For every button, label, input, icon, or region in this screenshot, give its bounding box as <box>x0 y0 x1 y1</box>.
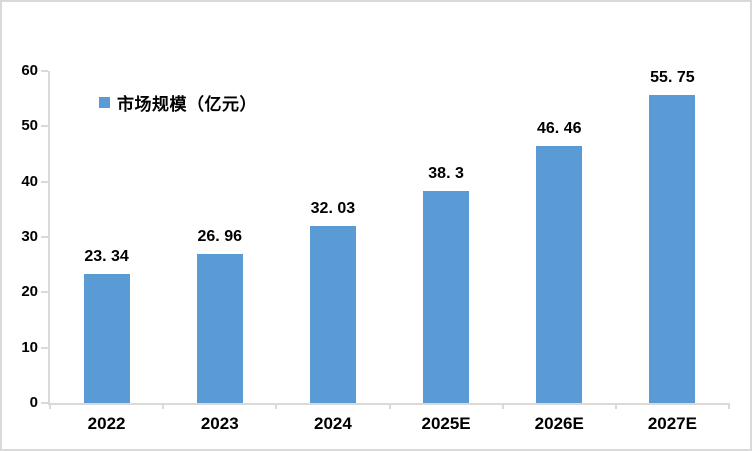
y-axis-tick-label: 50 <box>21 117 38 135</box>
bar <box>423 191 470 403</box>
bar <box>196 253 243 403</box>
y-axis-tick-mark <box>41 346 48 349</box>
y-axis-tick-mark <box>41 236 48 238</box>
legend-label: 市场规模（亿元） <box>117 95 257 114</box>
y-axis-tick-mark <box>41 125 48 128</box>
bar-value-label: 23. 34 <box>84 247 129 265</box>
y-axis-tick-mark <box>41 70 48 72</box>
bar-value-label: 46. 46 <box>537 119 582 137</box>
x-axis-tick-mark <box>275 403 278 409</box>
y-axis-tick-label: 60 <box>21 62 38 79</box>
x-axis-tick-mark <box>388 403 391 409</box>
x-axis-category-label: 2024 <box>313 414 352 433</box>
bar-value-label: 38. 3 <box>428 165 464 183</box>
x-axis-category-label: 2027E <box>647 414 697 433</box>
bar-value-label: 55. 75 <box>650 68 695 86</box>
x-axis-tick-mark <box>162 403 165 409</box>
x-axis-tick-mark <box>501 403 504 409</box>
plot-area: 0 10 20 30 40 50 60 23. 34 2022 26. 96 2023 32. 03 2… <box>21 62 730 433</box>
y-axis-tick-mark <box>41 291 48 294</box>
y-axis-tick-mark <box>41 180 48 183</box>
x-axis-tick-mark <box>49 403 51 409</box>
x-axis-category-label: 2022 <box>87 414 126 433</box>
y-axis-tick-label: 40 <box>21 172 38 190</box>
y-axis-tick-label: 0 <box>29 394 38 411</box>
y-axis-tick-mark <box>41 402 48 404</box>
y-axis-tick-label: 30 <box>21 228 38 245</box>
bar-value-label: 26. 96 <box>197 227 242 245</box>
legend-marker-square-icon <box>99 97 110 108</box>
y-axis-tick-label: 20 <box>21 283 38 301</box>
bar-value-label: 32. 03 <box>310 199 356 217</box>
bar <box>83 273 130 403</box>
x-axis-category-label: 2023 <box>200 414 239 433</box>
chart-legend: 市场规模（亿元） <box>99 90 257 115</box>
bar <box>649 94 696 403</box>
x-axis-tick-mark <box>728 403 730 409</box>
bar <box>309 225 356 403</box>
x-axis-category-label: 2026E <box>534 414 584 433</box>
x-axis-category-label: 2025E <box>421 414 471 433</box>
x-axis-tick-mark <box>614 403 617 409</box>
y-axis-tick-label: 10 <box>21 338 38 356</box>
bar <box>536 145 583 403</box>
